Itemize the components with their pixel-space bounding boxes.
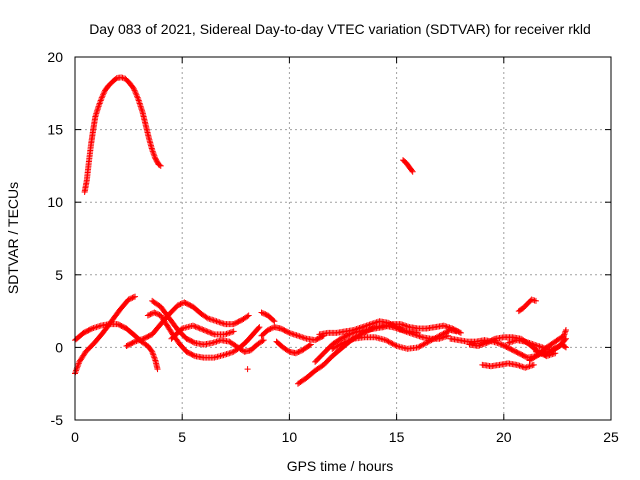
y-tick-label: 5 [55, 267, 63, 283]
series-arc-7 [144, 309, 263, 361]
data-layer [72, 74, 569, 387]
y-tick-label: 20 [47, 49, 63, 65]
series-arc-1 [81, 74, 164, 196]
series-arc-14 [312, 321, 464, 365]
y-axis-label: SDTVAR / TECUs [5, 182, 21, 294]
series-arc-11 [258, 324, 327, 344]
y-tick-label: 0 [55, 339, 63, 355]
series-arc-5 [72, 321, 161, 373]
series-arc-10 [258, 309, 278, 325]
y-tick-label: 10 [47, 194, 63, 210]
chart-title: Day 083 of 2021, Sidereal Day-to-day VTE… [89, 21, 591, 37]
x-tick-labels: 0 5 10 15 20 25 [71, 429, 619, 445]
plot-frame [74, 56, 612, 421]
x-tick-label: 5 [178, 429, 186, 445]
x-tick-label: 10 [282, 429, 298, 445]
series-arc-19 [479, 360, 537, 371]
series-arc-8 [149, 297, 267, 355]
series-arc-12 [273, 338, 314, 357]
series-arc-3 [515, 296, 539, 315]
series-arc-9 [168, 322, 237, 342]
y-tick-label: -5 [51, 412, 64, 428]
series-arc-15 [316, 318, 452, 342]
ticks [74, 56, 612, 421]
series-arc-4 [72, 293, 139, 377]
x-tick-label: 20 [496, 429, 512, 445]
x-tick-label: 25 [603, 429, 619, 445]
series-arc-6 [123, 299, 252, 349]
x-tick-label: 15 [389, 429, 405, 445]
y-tick-label: 15 [47, 122, 63, 138]
y-tick-labels: -5 0 5 10 15 20 [47, 49, 63, 428]
series-outlier [244, 366, 251, 373]
series-arc-2 [400, 157, 416, 175]
series-arc-22 [532, 341, 569, 358]
x-tick-label: 0 [71, 429, 79, 445]
x-axis-label: GPS time / hours [287, 458, 394, 474]
series-arc-16 [329, 326, 460, 352]
grid [75, 57, 611, 420]
